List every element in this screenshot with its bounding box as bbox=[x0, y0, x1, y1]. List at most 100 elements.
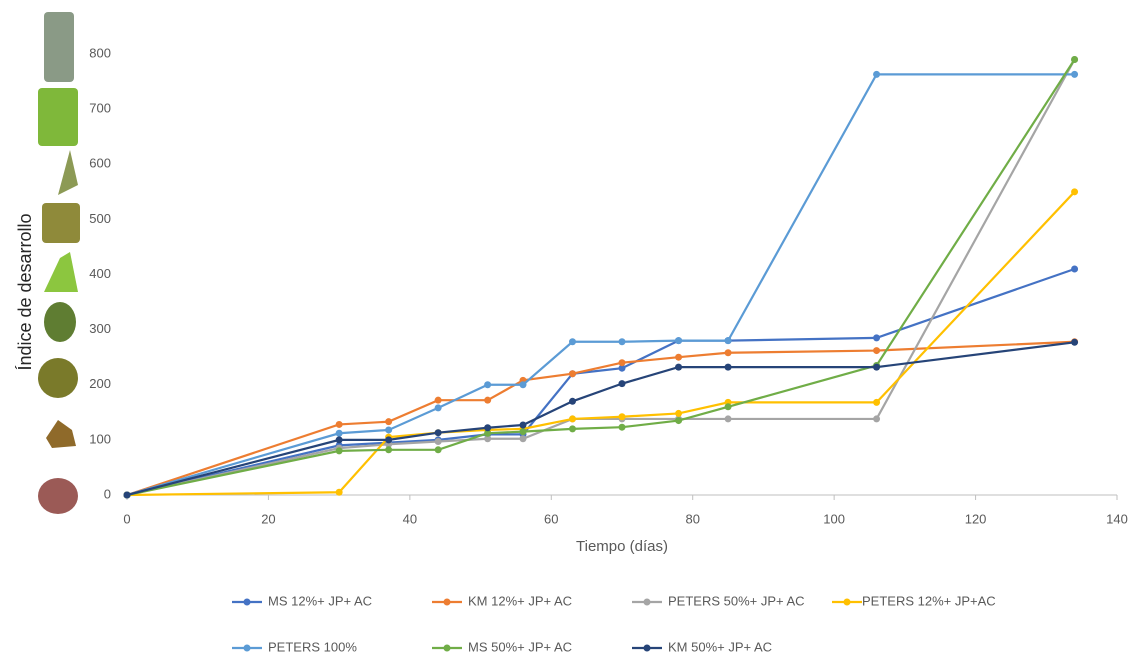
data-point bbox=[675, 337, 683, 345]
data-point bbox=[484, 424, 492, 432]
y-tick-label: 700 bbox=[89, 101, 111, 116]
data-point bbox=[335, 436, 343, 444]
stage-image bbox=[44, 252, 78, 292]
x-tick-label: 40 bbox=[403, 511, 417, 526]
data-point bbox=[724, 337, 732, 345]
legend-label: PETERS 50%+ JP+ AC bbox=[668, 593, 805, 608]
data-point bbox=[618, 338, 626, 346]
data-point bbox=[569, 338, 576, 346]
data-point bbox=[618, 413, 626, 421]
data-point bbox=[873, 415, 881, 423]
x-tick-label: 80 bbox=[685, 511, 699, 526]
data-point bbox=[873, 347, 881, 355]
data-point bbox=[569, 397, 576, 405]
data-point bbox=[434, 438, 442, 446]
data-point bbox=[484, 435, 492, 443]
legend-marker bbox=[843, 598, 851, 606]
data-point bbox=[519, 421, 527, 429]
series-line bbox=[126, 267, 1075, 497]
data-point bbox=[675, 409, 683, 417]
stage-image bbox=[38, 358, 78, 398]
data-point bbox=[873, 334, 881, 342]
y-tick-label: 600 bbox=[89, 156, 111, 171]
series-line bbox=[126, 73, 1075, 497]
data-point bbox=[724, 415, 732, 423]
x-tick-label: 20 bbox=[261, 511, 275, 526]
data-point bbox=[335, 488, 343, 496]
data-point bbox=[724, 403, 732, 411]
legend-marker bbox=[643, 598, 651, 606]
data-point bbox=[123, 491, 131, 499]
data-point bbox=[335, 447, 343, 455]
x-tick-label: 0 bbox=[123, 511, 130, 526]
y-tick-label: 400 bbox=[89, 266, 111, 281]
stage-image bbox=[44, 302, 76, 342]
legend-label: PETERS 12%+ JP+AC bbox=[862, 593, 996, 608]
data-point bbox=[434, 429, 442, 437]
data-point bbox=[873, 363, 881, 371]
y-axis-title: Índice de desarrollo bbox=[15, 213, 35, 370]
data-point bbox=[434, 404, 442, 412]
data-point bbox=[484, 381, 492, 389]
data-point bbox=[1071, 56, 1079, 64]
data-point bbox=[724, 363, 732, 371]
data-point bbox=[569, 370, 576, 378]
legend-label: PETERS 100% bbox=[268, 639, 357, 654]
legend-label: KM 12%+ JP+ AC bbox=[468, 593, 572, 608]
y-tick-label: 300 bbox=[89, 321, 111, 336]
data-point bbox=[335, 420, 343, 428]
x-tick-label: 120 bbox=[965, 511, 987, 526]
x-tick-label: 100 bbox=[823, 511, 845, 526]
data-point bbox=[618, 359, 626, 367]
series-line bbox=[126, 58, 1076, 497]
stage-image bbox=[44, 12, 74, 82]
y-tick-label: 100 bbox=[89, 431, 111, 446]
legend-marker bbox=[443, 598, 451, 606]
legend-label: KM 50%+ JP+ AC bbox=[668, 639, 772, 654]
data-point bbox=[675, 417, 683, 425]
data-point bbox=[569, 415, 576, 423]
data-point bbox=[618, 380, 626, 388]
data-point bbox=[484, 396, 492, 404]
data-point bbox=[1071, 265, 1079, 273]
y-tick-label: 500 bbox=[89, 211, 111, 226]
data-point bbox=[873, 398, 881, 406]
data-point bbox=[1071, 70, 1079, 78]
data-point bbox=[484, 429, 492, 437]
stage-image bbox=[38, 88, 78, 146]
y-tick-label: 0 bbox=[104, 486, 111, 501]
data-point bbox=[385, 446, 393, 454]
series-line bbox=[126, 191, 1076, 497]
data-point bbox=[675, 353, 683, 361]
data-point bbox=[1071, 188, 1079, 196]
data-point bbox=[335, 429, 343, 437]
series-line bbox=[126, 341, 1075, 497]
legend-marker bbox=[643, 644, 651, 652]
data-point bbox=[519, 435, 527, 443]
legend-label: MS 50%+ JP+ AC bbox=[468, 639, 572, 654]
x-tick-label: 60 bbox=[544, 511, 558, 526]
stage-image bbox=[58, 150, 78, 195]
stage-image bbox=[46, 420, 76, 448]
data-point bbox=[569, 425, 576, 433]
data-point bbox=[519, 381, 527, 389]
data-point bbox=[724, 349, 732, 357]
y-tick-label: 800 bbox=[89, 45, 111, 60]
legend-marker bbox=[443, 644, 451, 652]
stage-image bbox=[42, 203, 80, 243]
series-line bbox=[126, 340, 1075, 497]
data-point bbox=[618, 423, 626, 431]
data-point bbox=[519, 428, 527, 436]
data-point bbox=[434, 446, 442, 454]
y-tick-label: 200 bbox=[89, 376, 111, 391]
legend-marker bbox=[243, 644, 251, 652]
stage-image bbox=[38, 478, 78, 514]
legend-marker bbox=[243, 598, 251, 606]
data-point bbox=[1071, 338, 1079, 346]
legend-label: MS 12%+ JP+ AC bbox=[268, 593, 372, 608]
data-point bbox=[434, 396, 442, 404]
data-point bbox=[675, 363, 683, 371]
data-point bbox=[385, 436, 393, 444]
